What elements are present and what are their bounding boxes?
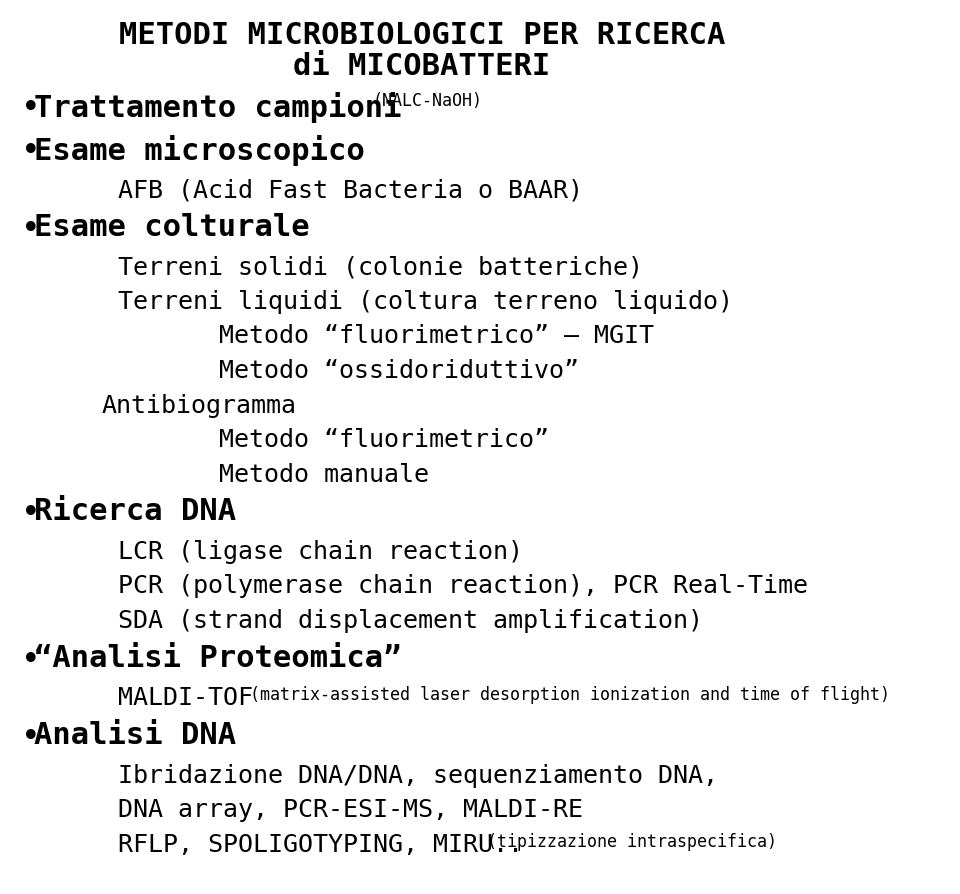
Text: (matrix-assisted laser desorption ionization and time of flight): (matrix-assisted laser desorption ioniza… <box>250 687 890 704</box>
Text: METODI MICROBIOLOGICI PER RICERCA: METODI MICROBIOLOGICI PER RICERCA <box>119 21 725 50</box>
Text: Metodo “fluorimetrico” – MGIT: Metodo “fluorimetrico” – MGIT <box>219 325 655 349</box>
Text: Ricerca DNA: Ricerca DNA <box>34 497 236 526</box>
Text: Antibiogramma: Antibiogramma <box>101 393 297 417</box>
Text: Trattamento campioni: Trattamento campioni <box>34 92 420 123</box>
Text: •: • <box>21 135 40 168</box>
Text: LCR (ligase chain reaction): LCR (ligase chain reaction) <box>118 540 523 564</box>
Text: Ibridazione DNA/DNA, sequenziamento DNA,: Ibridazione DNA/DNA, sequenziamento DNA, <box>118 763 718 788</box>
Text: •: • <box>21 92 40 125</box>
Text: PCR (polymerase chain reaction), PCR Real-Time: PCR (polymerase chain reaction), PCR Rea… <box>118 575 808 598</box>
Text: Metodo manuale: Metodo manuale <box>219 462 429 486</box>
Text: SDA (strand displacement amplification): SDA (strand displacement amplification) <box>118 609 703 633</box>
Text: •: • <box>21 644 40 677</box>
Text: Analisi DNA: Analisi DNA <box>34 721 236 750</box>
Text: “Analisi Proteomica”: “Analisi Proteomica” <box>34 644 401 672</box>
Text: Terreni solidi (colonie batteriche): Terreni solidi (colonie batteriche) <box>118 256 643 280</box>
Text: (NALC-NaOH): (NALC-NaOH) <box>372 92 483 110</box>
Text: di MICOBATTERI: di MICOBATTERI <box>293 52 550 80</box>
Text: (tipizzazione intraspecifica): (tipizzazione intraspecifica) <box>487 833 778 851</box>
Text: Esame colturale: Esame colturale <box>34 213 309 241</box>
Text: •: • <box>21 213 40 246</box>
Text: •: • <box>21 721 40 754</box>
Text: AFB (Acid Fast Bacteria o BAAR): AFB (Acid Fast Bacteria o BAAR) <box>118 178 583 202</box>
Text: Metodo “ossidoriduttivo”: Metodo “ossidoriduttivo” <box>219 359 579 383</box>
Text: MALDI-TOF: MALDI-TOF <box>118 687 268 711</box>
Text: Terreni liquidi (coltura terreno liquido): Terreni liquidi (coltura terreno liquido… <box>118 290 733 314</box>
Text: •: • <box>21 497 40 530</box>
Text: RFLP, SPOLIGOTYPING, MIRU..: RFLP, SPOLIGOTYPING, MIRU.. <box>118 833 539 856</box>
Text: Metodo “fluorimetrico”: Metodo “fluorimetrico” <box>219 428 549 452</box>
Text: DNA array, PCR-ESI-MS, MALDI-RE: DNA array, PCR-ESI-MS, MALDI-RE <box>118 798 583 822</box>
Text: Esame microscopico: Esame microscopico <box>34 135 365 166</box>
